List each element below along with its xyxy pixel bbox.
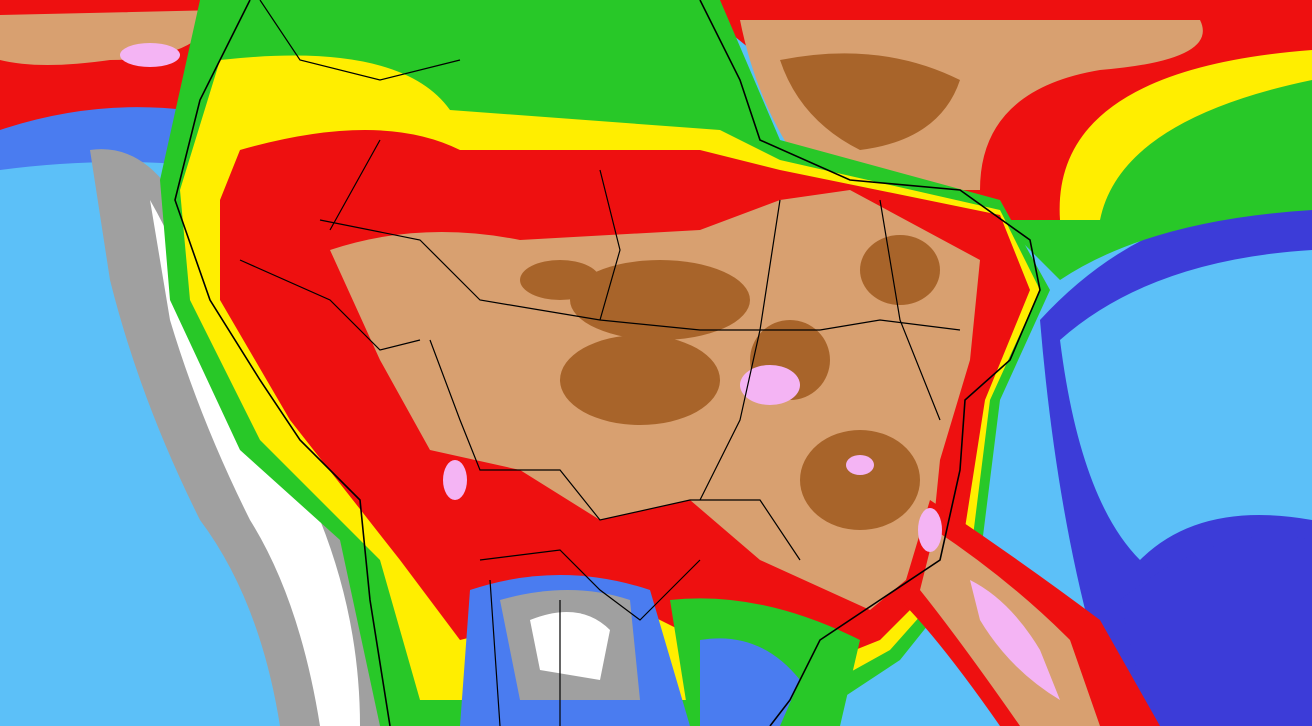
pink-patch bbox=[120, 43, 180, 67]
pink-patch bbox=[443, 460, 467, 500]
brown-patch bbox=[800, 430, 920, 530]
country-border bbox=[479, 549, 701, 726]
country-border bbox=[239, 0, 461, 351]
brown-patch bbox=[520, 260, 600, 300]
country-border bbox=[319, 219, 820, 331]
country-border bbox=[429, 339, 801, 561]
south-white-zone bbox=[530, 612, 610, 680]
pink-patch bbox=[740, 365, 800, 405]
pink-patch bbox=[918, 508, 942, 552]
coastline-west bbox=[174, 0, 391, 726]
itcz-brown bbox=[780, 53, 960, 151]
brown-patch bbox=[560, 335, 720, 425]
pink-patch bbox=[846, 455, 874, 475]
country-border bbox=[819, 199, 961, 421]
brown-patch bbox=[570, 260, 750, 340]
coastline bbox=[699, 0, 1041, 726]
brown-patch bbox=[860, 235, 940, 305]
atlantic-blue-zone bbox=[1060, 250, 1312, 560]
se-coast-pink bbox=[970, 580, 1060, 700]
south-blue-patch bbox=[700, 638, 800, 726]
atlantic-deep-south bbox=[1120, 536, 1312, 726]
country-border bbox=[599, 169, 781, 501]
